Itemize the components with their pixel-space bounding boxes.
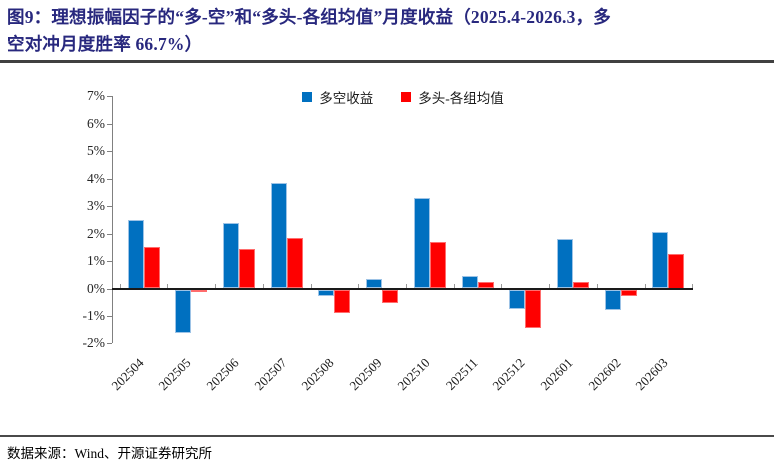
bar-chart: 多空收益 多头-各组均值 7% 6% 5% 4% 3% 2% 1% 0% -1% -2% 202504… [82, 88, 694, 393]
y-tick-label: 6% [87, 115, 105, 131]
y-axis-tick [107, 96, 112, 98]
legend-swatch-icon [401, 92, 412, 102]
legend-swatch-icon [302, 92, 313, 102]
y-tick-label: 3% [87, 198, 105, 214]
legend-label: 多空收益 [319, 91, 374, 106]
figure-title: 图9：理想振幅因子的“多-空”和“多头-各组均值”月度收益（2025.4-202… [7, 4, 769, 58]
bar-long-minus-mean-202505 [191, 289, 208, 292]
x-axis-tick [262, 283, 264, 289]
bar-long-short-202506 [222, 222, 239, 289]
y-tick-label: 4% [87, 170, 105, 186]
bar-long-short-202601 [556, 239, 573, 289]
x-axis-tick [692, 283, 694, 289]
y-tick-label: 0% [87, 280, 105, 296]
bar-long-short-202507 [270, 182, 287, 289]
y-axis-tick [107, 315, 112, 317]
bar-long-short-202505 [175, 289, 192, 334]
bar-long-minus-mean-202508 [334, 289, 351, 313]
bar-long-minus-mean-202603 [668, 254, 685, 289]
x-axis-tick [215, 283, 217, 289]
figure-title-line-2: 空对冲月度胜率 66.7%） [7, 34, 203, 54]
x-axis-tick [596, 283, 598, 289]
bar-long-short-202603 [652, 232, 669, 289]
x-axis-tick [358, 283, 360, 289]
x-axis-tick [167, 283, 169, 289]
bar-long-minus-mean-202507 [286, 237, 303, 289]
legend-item-long-short: 多空收益 [302, 87, 373, 107]
x-axis-tick [119, 283, 121, 289]
x-axis-tick [310, 283, 312, 289]
y-axis-tick [107, 151, 112, 153]
bar-long-short-202510 [413, 197, 430, 289]
bar-long-short-202508 [318, 289, 335, 297]
bar-long-minus-mean-202509 [382, 289, 399, 304]
y-axis-tick [107, 178, 112, 180]
y-tick-label: -2% [82, 335, 106, 351]
y-axis-tick [107, 288, 112, 290]
bar-long-minus-mean-202506 [238, 248, 255, 289]
data-source-note: 数据来源：Wind、开源证券研究所 [7, 446, 212, 461]
y-axis-tick [107, 206, 112, 208]
y-tick-label: 2% [87, 225, 105, 241]
bar-long-short-202504 [127, 219, 144, 289]
x-axis-tick [453, 283, 455, 289]
y-axis-tick [107, 233, 112, 235]
x-axis-line [112, 287, 693, 290]
bar-long-minus-mean-202510 [429, 241, 446, 289]
y-axis-line [112, 96, 113, 344]
x-axis-tick [549, 283, 551, 289]
y-tick-label: 1% [87, 253, 105, 269]
bar-long-minus-mean-202602 [620, 289, 637, 297]
legend-item-long-minus-mean: 多头-各组均值 [401, 87, 504, 107]
y-tick-label: -1% [82, 307, 106, 323]
chart-legend: 多空收益 多头-各组均值 [112, 88, 694, 106]
footer-divider-line [0, 435, 774, 437]
y-tick-label: 7% [87, 88, 105, 104]
y-axis-tick [107, 261, 112, 263]
x-axis-tick [501, 283, 503, 289]
y-axis-tick [107, 123, 112, 125]
bar-long-short-202512 [509, 289, 526, 309]
y-axis-tick [107, 343, 112, 345]
x-axis-tick [644, 283, 646, 289]
title-divider-line [0, 60, 774, 63]
y-tick-label: 5% [87, 143, 105, 159]
bar-long-minus-mean-202512 [525, 289, 542, 328]
bar-long-short-202602 [604, 289, 621, 311]
bar-long-minus-mean-202504 [143, 247, 160, 289]
legend-label: 多头-各组均值 [418, 91, 504, 106]
figure-title-line-1: 图9：理想振幅因子的“多-空”和“多头-各组均值”月度收益（2025.4-202… [7, 7, 611, 27]
x-axis-tick [405, 283, 407, 289]
